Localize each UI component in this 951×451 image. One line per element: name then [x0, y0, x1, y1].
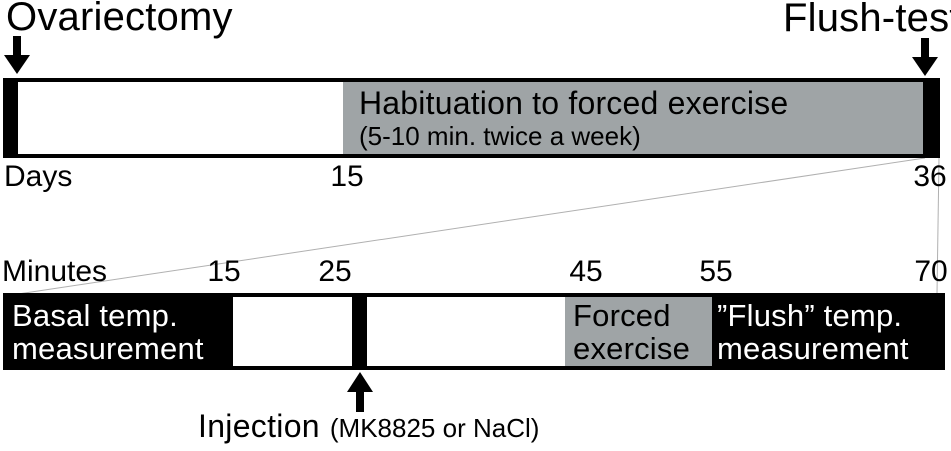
minutes-tick-70: 70 — [914, 255, 948, 288]
segment-injection-marker — [352, 297, 367, 366]
flush-test-down-arrow-icon — [912, 38, 938, 76]
ovariectomy-down-arrow-icon — [4, 36, 30, 74]
forced-exercise-line2: exercise — [573, 331, 691, 366]
segment-ovariectomy-marker — [7, 82, 18, 154]
basal-temp-line1: Basal temp. — [12, 298, 178, 333]
flush-temp-line2: measurement — [717, 331, 909, 366]
segment-forced-exercise: Forced exercise — [565, 297, 712, 366]
injection-label: Injection — [198, 408, 320, 444]
basal-temp-line2: measurement — [12, 331, 204, 366]
flush-temp-line1: ”Flush” temp. — [717, 298, 903, 333]
segment-basal-temp: Basal temp. measurement — [7, 297, 233, 366]
minutes-axis-label: Minutes — [2, 255, 108, 288]
minutes-timeline-bar: Basal temp. measurement Forced exercise … — [3, 293, 945, 370]
days-axis-label: Days — [4, 160, 73, 193]
segment-gap-2 — [367, 297, 565, 366]
segment-gap-1 — [233, 297, 352, 366]
days-tick-36: 36 — [913, 160, 947, 193]
segment-habituation: Habituation to forced exercise (5-10 min… — [343, 82, 923, 154]
injection-up-arrow-icon — [347, 372, 373, 412]
minutes-tick-55: 55 — [699, 255, 733, 288]
days-tick-15: 15 — [330, 160, 364, 193]
ovariectomy-label: Ovariectomy — [6, 0, 233, 39]
habituation-sublabel: (5-10 min. twice a week) — [359, 121, 641, 151]
segment-pre-habituation — [18, 82, 343, 154]
habituation-label: Habituation to forced exercise — [359, 85, 789, 121]
minutes-tick-25: 25 — [318, 255, 352, 288]
days-timeline-bar: Habituation to forced exercise (5-10 min… — [3, 78, 940, 158]
segment-flush-test-marker — [923, 82, 936, 154]
forced-exercise-line1: Forced — [573, 298, 671, 333]
injection-annotation: Injection (MK8825 or NaCl) — [198, 408, 539, 445]
minutes-tick-45: 45 — [569, 255, 603, 288]
injection-sublabel: (MK8825 or NaCl) — [329, 413, 540, 443]
flush-test-label: Flush-test — [783, 0, 951, 40]
minutes-tick-15: 15 — [207, 255, 241, 288]
segment-flush-temp: ”Flush” temp. measurement — [712, 297, 941, 366]
